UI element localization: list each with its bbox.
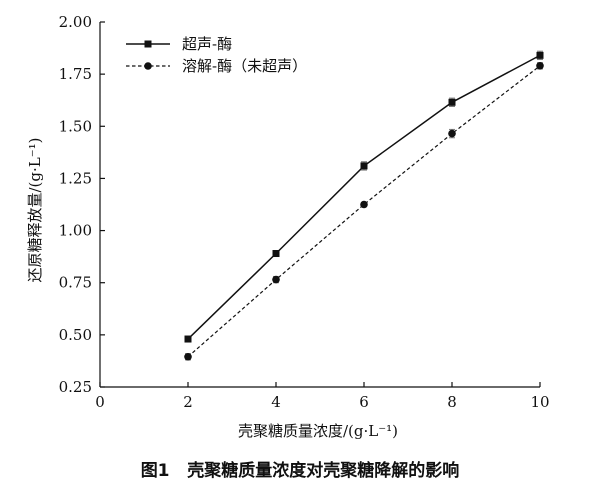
circle-marker [272,275,280,284]
series-layer [184,50,544,361]
legend-label: 溶解-酶（未超声） [182,57,307,75]
y-tick-label: 0.25 [59,378,92,396]
series-line [187,65,541,358]
circle-marker [184,352,192,361]
figure-caption: 图1 壳聚糖质量浓度对壳聚糖降解的影响 [0,456,600,481]
y-tick-label: 1.50 [59,117,92,135]
square-marker [184,335,192,343]
legend-entry-2: 溶解-酶（未超声） [126,57,307,75]
x-axis-title: 壳聚糖质量浓度/(g·L⁻¹) [238,422,398,440]
square-marker [360,162,368,170]
x-tick-label: 8 [447,393,457,411]
axes [99,22,540,388]
series-line [187,54,541,340]
line-chart: 0 2 4 6 8 10 0.25 0.50 0.75 1.00 1.25 1.50 1.75 2.00… [26,13,550,440]
circle-marker [448,129,456,138]
circle-marker [536,62,544,70]
series-2 [184,62,544,361]
square-marker [448,98,456,106]
x-tick-label: 2 [183,393,193,411]
series-1 [184,50,544,343]
caption-text: 壳聚糖质量浓度对壳聚糖降解的影响 [187,461,460,481]
circle-marker [144,62,152,70]
legend-entry-1: 超声-酶 [126,35,232,53]
x-tick-label: 6 [359,393,369,411]
y-tick-label: 1.00 [59,222,92,240]
legend-label: 超声-酶 [182,35,232,53]
y-tick-label: 0.75 [59,274,92,292]
square-marker [272,250,280,258]
y-axis-title: 还原糖释放量/(g·L⁻¹) [26,137,44,282]
square-marker [536,51,544,59]
x-axis-ticks: 0 2 4 6 8 10 [95,382,550,411]
x-tick-label: 4 [271,393,281,411]
x-tick-label: 0 [95,393,105,411]
y-tick-label: 1.75 [59,65,92,83]
caption-number: 图1 [140,461,170,481]
circle-marker [360,200,368,209]
y-axis-ticks: 0.25 0.50 0.75 1.00 1.25 1.50 1.75 2.00 [59,13,105,396]
y-tick-label: 1.25 [59,169,92,187]
y-tick-label: 0.50 [59,326,92,344]
legend: 超声-酶溶解-酶（未超声） [126,35,307,75]
y-tick-label: 2.00 [59,13,92,31]
x-tick-label: 10 [530,393,549,411]
square-marker [144,40,152,48]
